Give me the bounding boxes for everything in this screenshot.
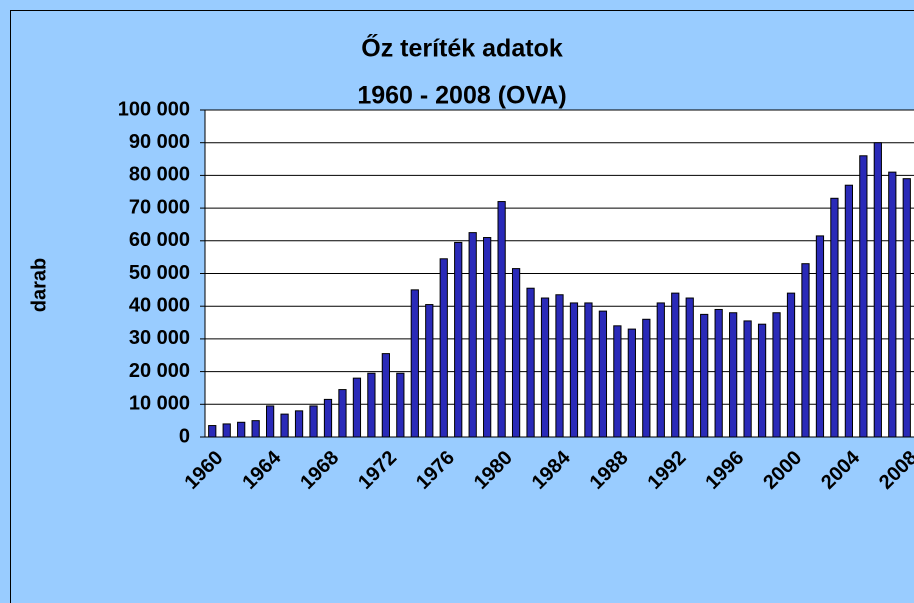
bar	[555, 294, 564, 438]
bar	[584, 302, 593, 438]
bar	[844, 184, 854, 438]
bar	[598, 310, 608, 438]
bar	[237, 421, 246, 438]
y-axis-label: darab	[28, 258, 50, 312]
y-tick-label: 20 000	[129, 360, 190, 382]
bar	[410, 289, 419, 438]
bar	[439, 258, 448, 438]
y-tick-label: 0	[179, 425, 190, 447]
bar	[830, 197, 839, 438]
bar	[569, 302, 579, 438]
bar	[613, 325, 622, 438]
y-tick-label: 70 000	[129, 196, 190, 218]
bar	[323, 398, 333, 438]
bar	[468, 232, 477, 438]
bar	[294, 410, 304, 438]
y-tick-label: 30 000	[129, 327, 190, 349]
y-tick-label: 90 000	[129, 131, 190, 153]
bar	[859, 155, 868, 438]
bar	[743, 320, 752, 438]
bar	[454, 241, 463, 438]
bar	[381, 353, 390, 438]
bar	[873, 142, 882, 438]
bar	[656, 302, 665, 438]
bar	[786, 292, 796, 438]
bar	[757, 323, 767, 438]
bar	[526, 287, 535, 438]
bar	[265, 405, 275, 438]
bar	[338, 389, 347, 438]
bar	[352, 377, 362, 438]
bar	[772, 312, 781, 438]
bar	[251, 420, 260, 438]
bar	[483, 237, 492, 438]
bar	[280, 413, 289, 438]
bar	[367, 372, 376, 438]
bar	[425, 304, 434, 438]
bar	[642, 318, 651, 438]
y-tick-label: 80 000	[129, 164, 190, 186]
bar	[801, 263, 810, 438]
bar	[222, 423, 231, 438]
bar	[671, 292, 680, 438]
bar	[540, 297, 550, 438]
y-tick-label: 50 000	[129, 262, 190, 284]
bar	[396, 372, 405, 438]
chart-subtitle: 1960 - 2008 (OVA)	[357, 82, 566, 110]
y-tick-label: 40 000	[129, 294, 190, 316]
bar	[902, 178, 911, 438]
bar	[497, 201, 506, 438]
y-tick-label: 10 000	[129, 393, 190, 415]
bar	[700, 313, 709, 438]
bar	[714, 308, 723, 438]
chart-title: Őz teríték adatok	[361, 34, 563, 63]
bar	[208, 425, 217, 438]
bar	[815, 235, 825, 438]
bar	[888, 171, 897, 438]
bar	[309, 405, 318, 438]
y-tick-label: 60 000	[129, 229, 190, 251]
y-tick-label: 100 000	[118, 98, 190, 120]
bar	[511, 268, 521, 438]
bar	[627, 328, 636, 438]
bar	[685, 297, 694, 438]
bar	[729, 312, 738, 438]
